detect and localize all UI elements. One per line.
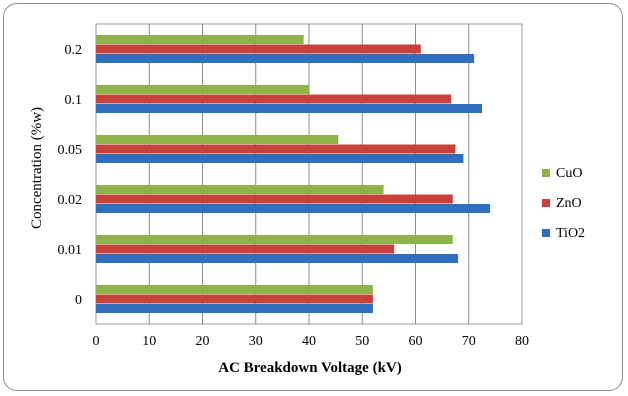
bar-tio2-0: [96, 304, 373, 313]
bar-zno-0_01: [96, 244, 395, 254]
bar-zno-0_05: [96, 144, 456, 154]
x-tick-label: 10: [142, 334, 156, 349]
bar-cuo-0_01: [96, 235, 453, 244]
x-tick-label: 60: [409, 334, 423, 349]
bar-cuo-0_02: [96, 185, 384, 194]
x-tick-label: 20: [196, 334, 210, 349]
x-tick-label: 70: [462, 334, 476, 349]
bar-tio2-0_1: [96, 104, 483, 113]
bar-zno-0_02: [96, 194, 453, 204]
gridlines: [148, 24, 470, 324]
bar-zno-0_2: [96, 44, 421, 54]
x-tick-labels: 0 10 20 30 40 50 60 70 80: [93, 334, 530, 349]
bar-cuo-0: [96, 285, 373, 294]
legend: CuO ZnO TiO2: [542, 166, 585, 241]
bars: [96, 35, 491, 313]
bar-zno-0: [96, 294, 373, 304]
y-axis-label: Concentration (%w): [29, 107, 45, 229]
bar-cuo-0_2: [96, 35, 304, 44]
y-tick-label: 0.2: [65, 43, 83, 58]
legend-label-cuo: CuO: [556, 166, 582, 181]
y-tick-labels: 0 0.01 0.02 0.05 0.1 0.2: [58, 43, 83, 308]
x-tick-label: 50: [355, 334, 369, 349]
legend-swatch-zno: [542, 199, 550, 207]
bar-tio2-0_02: [96, 204, 491, 213]
x-tick-label: 40: [302, 334, 316, 349]
legend-label-tio2: TiO2: [556, 226, 585, 241]
y-tick-label: 0.05: [58, 143, 83, 158]
bar-zno-0_1: [96, 94, 452, 104]
x-tick-label: 30: [249, 334, 263, 349]
x-tick-label: 80: [515, 334, 529, 349]
y-tick-label: 0.02: [58, 193, 83, 208]
legend-label-zno: ZnO: [556, 196, 582, 211]
bar-tio2-0_05: [96, 154, 464, 163]
x-axis-label: AC Breakdown Voltage (kV): [218, 360, 402, 376]
legend-swatch-cuo: [542, 169, 550, 177]
y-tick-label: 0.01: [58, 243, 83, 258]
bar-cuo-0_1: [96, 85, 309, 94]
legend-swatch-tio2: [542, 229, 550, 237]
bar-tio2-0_01: [96, 254, 459, 263]
bar-tio2-0_2: [96, 54, 475, 63]
y-tick-label: 0: [75, 293, 82, 308]
bar-cuo-0_05: [96, 135, 339, 144]
y-tick-label: 0.1: [65, 93, 83, 108]
x-tick-label: 0: [93, 334, 100, 349]
